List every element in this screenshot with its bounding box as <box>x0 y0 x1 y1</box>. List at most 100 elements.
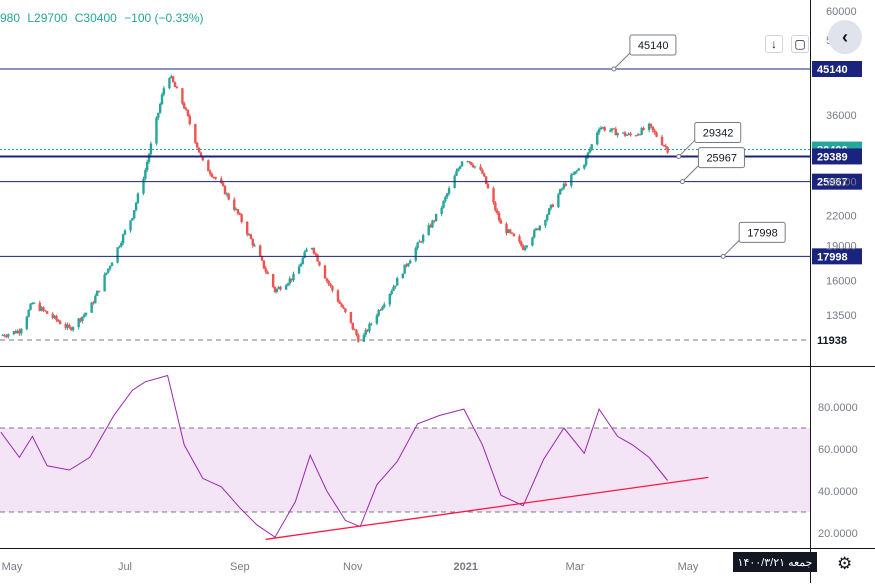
settings-button[interactable]: ⚙ <box>837 554 852 574</box>
candle-body <box>70 327 73 331</box>
candle-body <box>599 127 603 130</box>
callout-anchor-29342 <box>676 153 682 159</box>
price-tick-label: 16000 <box>826 275 857 287</box>
candle-body <box>305 249 308 252</box>
candle-body <box>168 78 171 89</box>
candle-body <box>266 271 269 275</box>
candle-body <box>649 123 653 127</box>
candle-body <box>375 315 379 324</box>
candle-body <box>621 132 625 134</box>
candle-body <box>221 183 225 186</box>
scale-button[interactable]: ↓ <box>765 35 783 53</box>
candle-body <box>366 329 369 332</box>
candle-body <box>379 309 382 311</box>
candle-body <box>603 127 606 131</box>
candle-body <box>510 232 514 234</box>
candle-body <box>525 245 529 248</box>
fullscreen-button[interactable]: ▢ <box>791 35 809 53</box>
candle-body <box>7 334 10 337</box>
candle-body <box>471 164 475 168</box>
candle-body <box>551 204 554 207</box>
candle-body <box>236 209 240 214</box>
candle-body <box>214 177 217 179</box>
candle-body <box>523 247 527 250</box>
candle-body <box>146 162 149 170</box>
rsi-tick-label: 80.0000 <box>818 402 858 414</box>
candle-body <box>84 312 88 315</box>
candle-body <box>286 283 290 286</box>
candle-body <box>353 329 356 331</box>
candle-body <box>497 213 501 221</box>
level-tag-45140: 45140 <box>817 64 848 76</box>
candle-body <box>483 173 486 177</box>
level-tag-17998: 17998 <box>817 251 848 263</box>
candle-body <box>83 314 86 317</box>
candle-body <box>336 290 340 302</box>
callout-box-29342 <box>694 121 742 143</box>
candle-body <box>234 209 238 211</box>
candle-body <box>584 156 588 165</box>
level-tag-bg-45140 <box>812 61 862 77</box>
candle-body <box>416 242 419 249</box>
candle-body <box>45 311 49 314</box>
candle-body <box>470 162 473 165</box>
level-tag-11938: 11938 <box>817 335 847 347</box>
time-tick-label: May <box>678 561 699 573</box>
candle-body <box>194 124 197 143</box>
candle-body <box>575 170 579 172</box>
callout-label-45140: 45140 <box>638 40 669 52</box>
candle-body <box>51 313 54 318</box>
candle-body <box>186 109 190 116</box>
candle-body <box>79 318 82 322</box>
candle-body <box>223 185 227 195</box>
candle-body <box>136 193 140 203</box>
candle-body <box>560 188 564 190</box>
fullscreen-icon: ▢ <box>794 37 806 51</box>
callout-leader-29342 <box>678 140 696 157</box>
candle-body <box>562 183 566 189</box>
candle-body <box>596 132 599 145</box>
candle-body <box>638 134 642 136</box>
candle-body <box>233 199 236 210</box>
candle-body <box>557 194 560 207</box>
nav-back-button[interactable]: ‹ <box>828 20 862 54</box>
callout-leader-17998 <box>722 239 740 257</box>
callout-label-25967: 25967 <box>706 153 737 165</box>
candle-body <box>457 168 460 171</box>
candle-body <box>160 94 164 104</box>
candle-body <box>499 220 503 224</box>
candle-body <box>157 112 160 118</box>
candle-body <box>538 225 542 230</box>
candle-body <box>290 278 293 281</box>
candle-body <box>238 213 242 215</box>
candle-body <box>173 82 177 87</box>
candle-body <box>414 248 417 261</box>
candle-body <box>18 330 21 334</box>
candle-body <box>533 230 536 238</box>
candle-body <box>666 147 669 153</box>
candle-body <box>120 243 123 247</box>
candle-body <box>318 261 321 266</box>
candle-body <box>149 143 153 155</box>
candle-body <box>314 253 317 255</box>
candle-body <box>573 171 577 174</box>
candle-body <box>421 235 425 242</box>
candle-body <box>325 278 329 281</box>
candle-body <box>210 174 214 177</box>
date-label: جمعه ۱۴۰۰/۳/۲۱ <box>733 552 817 572</box>
candle-body <box>301 257 304 265</box>
candle-body <box>466 161 469 163</box>
candle-body <box>544 220 547 226</box>
level-tag-bg-25967 <box>812 173 862 190</box>
candle-body <box>58 321 62 325</box>
candle-body <box>486 184 490 189</box>
candle-body <box>220 178 223 184</box>
candle-body <box>71 327 75 331</box>
candle-body <box>310 247 314 250</box>
callout-box-25967 <box>697 147 745 169</box>
candle-body <box>188 115 191 125</box>
candle-body <box>31 302 34 305</box>
candle-body <box>458 166 462 169</box>
